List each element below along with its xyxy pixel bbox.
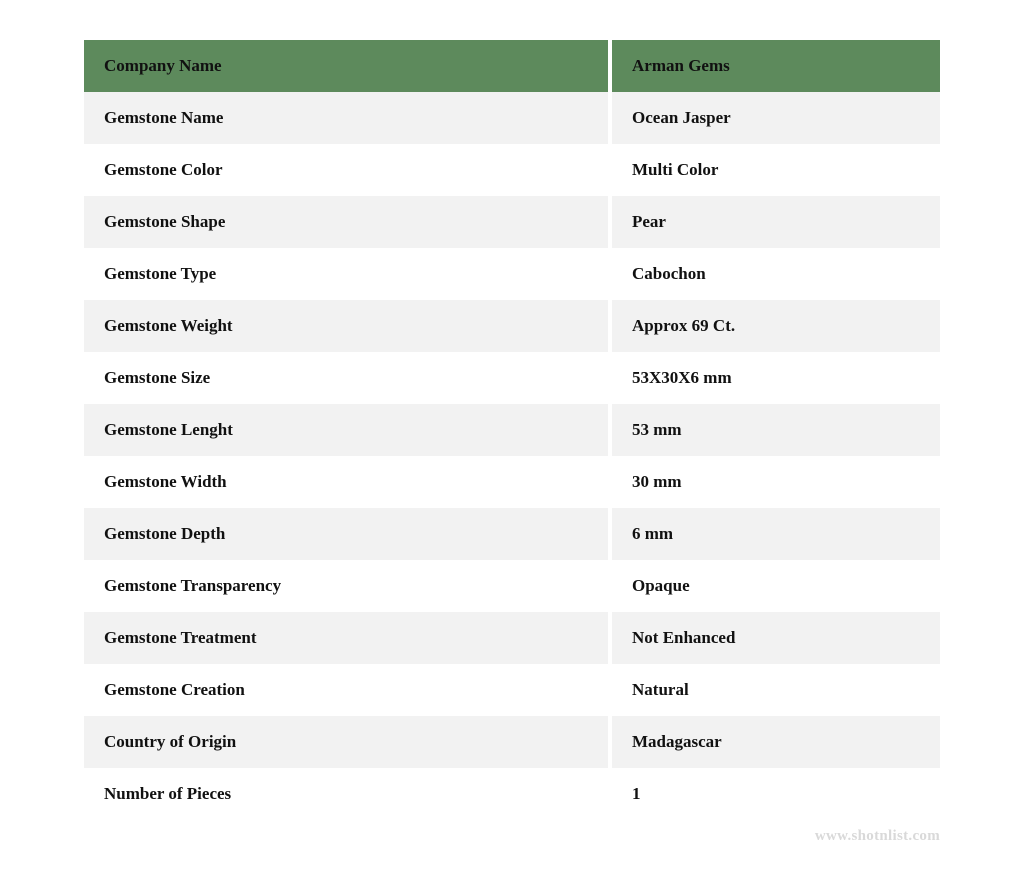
- row-value-cell: Multi Color: [612, 144, 940, 196]
- table-row: Gemstone Depth 6 mm: [84, 508, 940, 560]
- header-value-text: Arman Gems: [632, 56, 730, 76]
- row-value-text: Opaque: [632, 576, 690, 596]
- row-label-cell: Gemstone Depth: [84, 508, 612, 560]
- row-value-cell: 53 mm: [612, 404, 940, 456]
- row-value-cell: Not Enhanced: [612, 612, 940, 664]
- row-value-text: Approx 69 Ct.: [632, 316, 735, 336]
- row-label-cell: Gemstone Creation: [84, 664, 612, 716]
- table-row: Gemstone Treatment Not Enhanced: [84, 612, 940, 664]
- row-value-cell: Opaque: [612, 560, 940, 612]
- header-label-cell: Company Name: [84, 40, 612, 92]
- row-label-cell: Gemstone Weight: [84, 300, 612, 352]
- row-label-text: Country of Origin: [104, 732, 236, 752]
- table-row: Gemstone Shape Pear: [84, 196, 940, 248]
- table-row: Country of Origin Madagascar: [84, 716, 940, 768]
- row-value-cell: Natural: [612, 664, 940, 716]
- row-value-text: 1: [632, 784, 641, 804]
- row-value-text: Ocean Jasper: [632, 108, 731, 128]
- watermark-text: www.shotnlist.com: [815, 828, 940, 845]
- header-label-text: Company Name: [104, 56, 222, 76]
- row-value-text: Natural: [632, 680, 689, 700]
- row-label-cell: Gemstone Treatment: [84, 612, 612, 664]
- table-row: Gemstone Lenght 53 mm: [84, 404, 940, 456]
- table-row: Gemstone Name Ocean Jasper: [84, 92, 940, 144]
- row-value-cell: Pear: [612, 196, 940, 248]
- row-label-text: Gemstone Shape: [104, 212, 225, 232]
- row-value-text: Madagascar: [632, 732, 722, 752]
- row-label-text: Gemstone Treatment: [104, 628, 257, 648]
- row-value-text: Pear: [632, 212, 666, 232]
- table-row: Gemstone Type Cabochon: [84, 248, 940, 300]
- row-label-text: Gemstone Lenght: [104, 420, 233, 440]
- row-value-cell: 53X30X6 mm: [612, 352, 940, 404]
- gemstone-info-table: Company Name Arman Gems Gemstone Name Oce…: [84, 40, 940, 820]
- row-label-text: Gemstone Color: [104, 160, 223, 180]
- row-label-cell: Gemstone Lenght: [84, 404, 612, 456]
- row-value-text: Cabochon: [632, 264, 706, 284]
- row-value-cell: Ocean Jasper: [612, 92, 940, 144]
- row-label-text: Gemstone Transparency: [104, 576, 281, 596]
- row-value-cell: Approx 69 Ct.: [612, 300, 940, 352]
- row-value-cell: 1: [612, 768, 940, 820]
- table-row: Gemstone Creation Natural: [84, 664, 940, 716]
- row-value-text: 6 mm: [632, 524, 673, 544]
- row-value-text: Multi Color: [632, 160, 718, 180]
- header-value-cell: Arman Gems: [612, 40, 940, 92]
- row-value-cell: 6 mm: [612, 508, 940, 560]
- row-label-text: Gemstone Size: [104, 368, 210, 388]
- table-row: Gemstone Width 30 mm: [84, 456, 940, 508]
- table-row: Number of Pieces 1: [84, 768, 940, 820]
- row-label-cell: Gemstone Transparency: [84, 560, 612, 612]
- table-row: Gemstone Size 53X30X6 mm: [84, 352, 940, 404]
- row-value-text: 30 mm: [632, 472, 682, 492]
- row-label-cell: Gemstone Name: [84, 92, 612, 144]
- row-value-cell: Cabochon: [612, 248, 940, 300]
- row-label-cell: Gemstone Type: [84, 248, 612, 300]
- row-label-text: Gemstone Width: [104, 472, 227, 492]
- row-label-text: Number of Pieces: [104, 784, 231, 804]
- row-value-cell: 30 mm: [612, 456, 940, 508]
- row-value-cell: Madagascar: [612, 716, 940, 768]
- page-root: Company Name Arman Gems Gemstone Name Oce…: [0, 0, 1024, 882]
- table-row: Gemstone Color Multi Color: [84, 144, 940, 196]
- row-label-text: Gemstone Name: [104, 108, 223, 128]
- table-row: Gemstone Weight Approx 69 Ct.: [84, 300, 940, 352]
- row-label-cell: Gemstone Size: [84, 352, 612, 404]
- row-label-cell: Country of Origin: [84, 716, 612, 768]
- row-label-cell: Number of Pieces: [84, 768, 612, 820]
- row-label-cell: Gemstone Width: [84, 456, 612, 508]
- row-value-text: 53X30X6 mm: [632, 368, 732, 388]
- row-label-text: Gemstone Creation: [104, 680, 245, 700]
- row-value-text: 53 mm: [632, 420, 682, 440]
- table-header-row: Company Name Arman Gems: [84, 40, 940, 92]
- row-label-text: Gemstone Type: [104, 264, 216, 284]
- row-label-cell: Gemstone Color: [84, 144, 612, 196]
- row-value-text: Not Enhanced: [632, 628, 735, 648]
- row-label-text: Gemstone Weight: [104, 316, 233, 336]
- row-label-text: Gemstone Depth: [104, 524, 225, 544]
- table-rows-container: Gemstone Name Ocean Jasper Gemstone Color M…: [84, 92, 940, 820]
- table-row: Gemstone Transparency Opaque: [84, 560, 940, 612]
- row-label-cell: Gemstone Shape: [84, 196, 612, 248]
